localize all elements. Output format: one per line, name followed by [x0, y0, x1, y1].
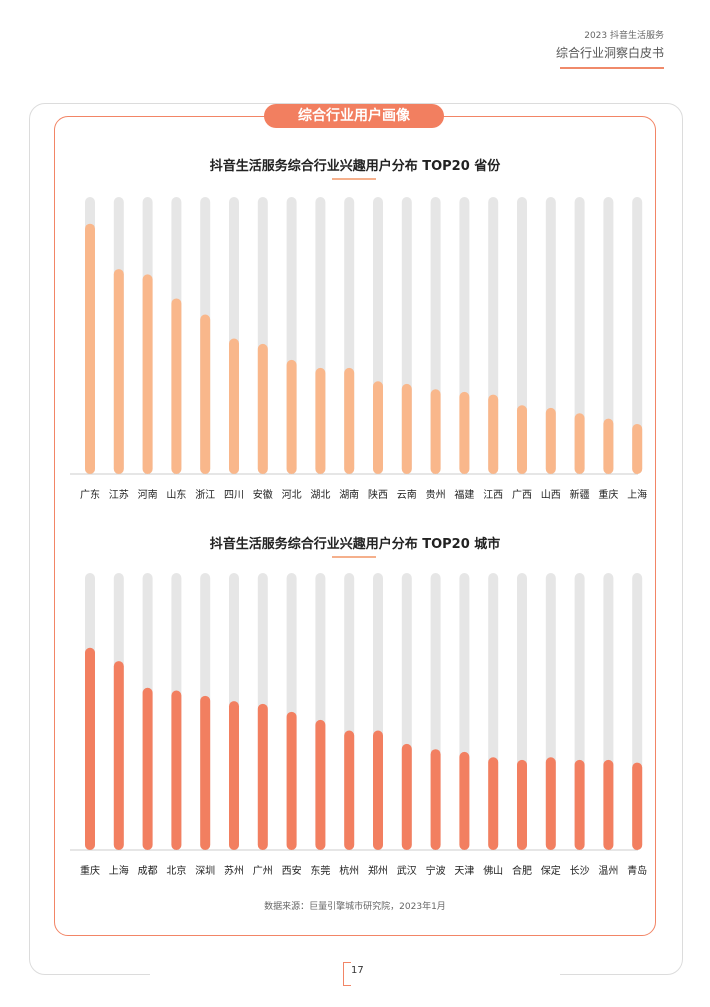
- city-tick-label: 佛山: [483, 864, 503, 877]
- province-tick-label: 湖南: [339, 488, 359, 501]
- province-tick-label: 上海: [627, 488, 647, 501]
- page-number: 17: [351, 965, 364, 976]
- province-tick-label: 江苏: [109, 488, 129, 501]
- province-tick-label: 四川: [224, 490, 244, 501]
- city-tick-label: 宁波: [426, 864, 446, 877]
- page-number-box: 17: [343, 962, 367, 986]
- city-tick-label: 郑州: [368, 864, 388, 877]
- header-subtitle: 2023 抖音生活服务: [584, 31, 664, 41]
- source-note: 数据来源：巨量引擎城市研究院，2023年1月: [264, 902, 446, 912]
- city-tick-label: 深圳: [195, 865, 215, 877]
- province-tick-label: 安徽: [253, 488, 273, 501]
- city-tick-label: 苏州: [224, 864, 244, 877]
- province-tick-label: 贵州: [426, 488, 446, 501]
- city-tick-label: 杭州: [339, 864, 359, 877]
- section-label: 综合行业用户画像: [264, 104, 444, 128]
- page-number-bracket: [343, 962, 351, 986]
- city-tick-label: 温州: [598, 865, 618, 877]
- province-bar-chart: 广东 江苏 河南 山东 浙江 四川 安徽 河北 湖北 湖南 陕西 云南 贵州 福建 江西 广西 山西 新疆 重庆 上海: [70, 197, 647, 501]
- city-tick-label: 长沙: [570, 865, 590, 877]
- province-tick-label: 陕西: [368, 488, 388, 501]
- province-tick-label: 山西: [541, 489, 561, 501]
- province-tick-label: 河北: [282, 489, 302, 501]
- province-chart-title: 抖音生活服务综合行业兴趣用户分布 TOP20 省份: [209, 159, 501, 174]
- province-tick-label: 山东: [166, 488, 186, 501]
- city-tick-label: 成都: [138, 865, 158, 877]
- city-tick-label: 西安: [282, 864, 302, 877]
- province-tick-label: 湖北: [310, 489, 330, 501]
- outer-frame-gap: [150, 966, 560, 978]
- province-tick-label: 新疆: [570, 488, 590, 501]
- province-tick-label: 重庆: [598, 488, 618, 501]
- province-title-underline: [332, 178, 376, 180]
- province-tick-label: 福建: [454, 488, 474, 501]
- city-title-underline: [332, 556, 376, 558]
- city-tick-label: 武汉: [397, 864, 417, 877]
- header-title: 综合行业洞察白皮书: [555, 46, 664, 60]
- province-tick-label: 浙江: [195, 489, 215, 501]
- province-tick-label: 云南: [397, 488, 417, 501]
- city-tick-label: 北京: [166, 864, 186, 877]
- province-tick-label: 河南: [138, 488, 158, 501]
- city-tick-label: 上海: [109, 864, 129, 877]
- city-tick-label: 东莞: [310, 864, 330, 877]
- city-tick-label: 合肥: [512, 864, 532, 877]
- city-chart-title: 抖音生活服务综合行业兴趣用户分布 TOP20 城市: [209, 537, 501, 552]
- province-tick-label: 广东: [80, 488, 100, 501]
- province-tick-label: 江西: [483, 489, 503, 501]
- province-tick-label: 广西: [512, 489, 532, 501]
- city-tick-label: 保定: [541, 864, 561, 877]
- city-tick-label: 重庆: [80, 864, 100, 877]
- city-bar-chart: 重庆 上海 成都 北京 深圳 苏州 广州 西安 东莞 杭州 郑州 武汉 宁波 天津 佛山 合肥 保定 长沙 温州 青岛: [70, 573, 647, 877]
- header-underline: [560, 67, 664, 69]
- city-tick-label: 天津: [454, 865, 474, 877]
- city-tick-label: 广州: [253, 865, 273, 877]
- city-tick-label: 青岛: [627, 864, 647, 877]
